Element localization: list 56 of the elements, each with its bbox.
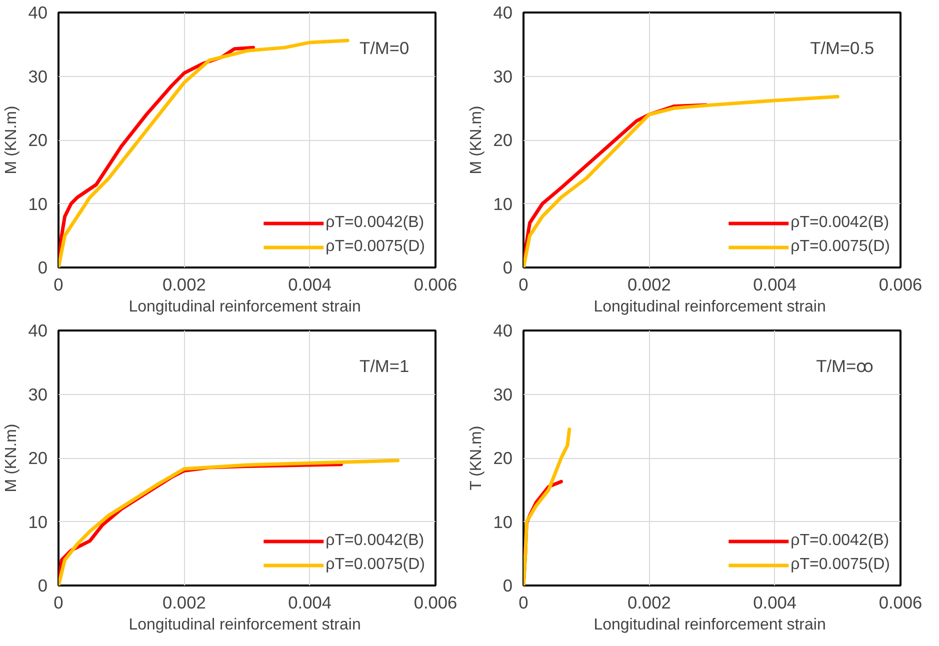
y-tick-label: 30	[28, 384, 48, 404]
x-tick-label: 0	[54, 274, 64, 294]
y-tick-label: 0	[38, 258, 48, 278]
y-tick-label: 30	[28, 66, 48, 86]
x-tick-label: 0	[54, 592, 64, 612]
y-tick-label: 20	[493, 130, 513, 150]
legend-label: ρT=0.0042(B)	[790, 214, 890, 232]
y-tick-label: 20	[28, 448, 48, 468]
y-tick-label: 40	[493, 2, 513, 22]
x-tick-label: 0.002	[627, 592, 671, 612]
y-axis-title: M (KN.m)	[3, 424, 20, 492]
legend-label: ρT=0.0075(D)	[326, 238, 425, 256]
y-tick-label: 10	[493, 512, 513, 532]
x-axis-title: Longitudinal reinforcement strain	[594, 616, 826, 634]
x-tick-label: 0.004	[753, 592, 797, 612]
y-axis-title: M (KN.m)	[3, 106, 20, 174]
y-tick-label: 10	[28, 512, 48, 532]
x-tick-label: 0	[518, 592, 528, 612]
legend-label: ρT=0.0075(D)	[790, 556, 890, 574]
x-tick-label: 0.004	[753, 274, 797, 294]
legend-label: ρT=0.0075(D)	[790, 238, 890, 256]
y-tick-label: 40	[28, 2, 48, 22]
y-tick-label: 40	[28, 320, 48, 340]
y-tick-label: 10	[28, 194, 48, 214]
x-tick-label: 0.002	[162, 592, 206, 612]
legend-label: ρT=0.0075(D)	[326, 556, 425, 574]
y-axis-title: T (KN.m)	[468, 426, 486, 490]
x-axis-title: Longitudinal reinforcement strain	[128, 616, 361, 634]
x-tick-label: 0.006	[414, 592, 458, 612]
annotation: T/M=0	[360, 38, 410, 58]
y-tick-label: 0	[38, 576, 48, 596]
x-tick-label: 0.002	[162, 274, 206, 294]
x-axis-title: Longitudinal reinforcement strain	[128, 298, 361, 316]
annotation: T/M=1	[360, 356, 410, 376]
x-tick-label: 0	[518, 274, 528, 294]
x-tick-label: 0.004	[288, 274, 332, 294]
y-tick-label: 0	[502, 258, 513, 278]
annotation: T/M=0.5	[810, 38, 874, 58]
y-tick-label: 30	[493, 384, 513, 404]
y-tick-label: 30	[493, 66, 513, 86]
x-tick-label: 0.006	[878, 592, 922, 612]
annotation: T/M=ꝏ	[816, 356, 874, 376]
legend-label: ρT=0.0042(B)	[326, 214, 424, 232]
x-tick-label: 0.002	[627, 274, 671, 294]
y-tick-label: 40	[493, 320, 513, 340]
x-tick-label: 0.006	[414, 274, 458, 294]
y-tick-label: 20	[28, 130, 48, 150]
legend-label: ρT=0.0042(B)	[326, 532, 424, 550]
y-tick-label: 20	[493, 448, 513, 468]
x-tick-label: 0.006	[878, 274, 922, 294]
y-axis-title: M (KN.m)	[468, 106, 486, 174]
y-tick-label: 10	[493, 194, 513, 214]
y-tick-label: 0	[502, 576, 513, 596]
legend-label: ρT=0.0042(B)	[790, 532, 890, 550]
x-axis-title: Longitudinal reinforcement strain	[594, 298, 826, 316]
x-tick-label: 0.004	[288, 592, 332, 612]
